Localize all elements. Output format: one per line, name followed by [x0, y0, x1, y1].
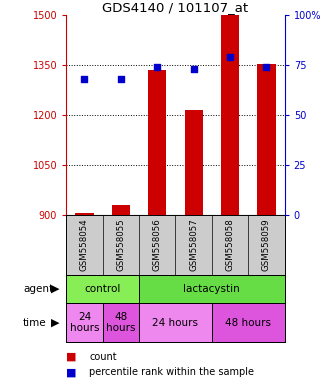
Text: time: time: [23, 318, 47, 328]
Point: [227, 54, 233, 60]
Text: ■: ■: [66, 367, 77, 377]
Text: lactacystin: lactacystin: [183, 284, 240, 294]
Text: agent: agent: [23, 284, 53, 294]
Text: 24
hours: 24 hours: [70, 312, 99, 333]
Bar: [212, 303, 285, 342]
Bar: [139, 303, 212, 342]
Bar: [221, 15, 239, 215]
Text: ▶: ▶: [51, 284, 60, 294]
Bar: [148, 70, 166, 215]
Bar: [66, 275, 139, 303]
Text: GSM558054: GSM558054: [80, 218, 89, 271]
Point: [118, 76, 123, 82]
Point: [264, 64, 269, 70]
Text: GSM558055: GSM558055: [116, 218, 125, 271]
Text: ■: ■: [66, 352, 77, 362]
Bar: [75, 214, 94, 215]
Bar: [257, 64, 275, 215]
Bar: [185, 110, 203, 215]
Text: percentile rank within the sample: percentile rank within the sample: [89, 367, 254, 377]
Text: GSM558058: GSM558058: [225, 218, 235, 271]
Bar: [112, 205, 130, 215]
Bar: [66, 303, 103, 342]
Text: count: count: [89, 352, 117, 362]
Text: 48
hours: 48 hours: [106, 312, 136, 333]
Point: [155, 64, 160, 70]
Point: [191, 66, 196, 72]
Bar: [139, 275, 285, 303]
Text: GSM558059: GSM558059: [262, 218, 271, 271]
Text: 24 hours: 24 hours: [153, 318, 198, 328]
Point: [82, 76, 87, 82]
Title: GDS4140 / 101107_at: GDS4140 / 101107_at: [102, 1, 249, 14]
Bar: [103, 303, 139, 342]
Text: control: control: [84, 284, 121, 294]
Text: ▶: ▶: [51, 318, 60, 328]
Text: GSM558057: GSM558057: [189, 218, 198, 271]
Text: GSM558056: GSM558056: [153, 218, 162, 271]
Text: 48 hours: 48 hours: [225, 318, 271, 328]
